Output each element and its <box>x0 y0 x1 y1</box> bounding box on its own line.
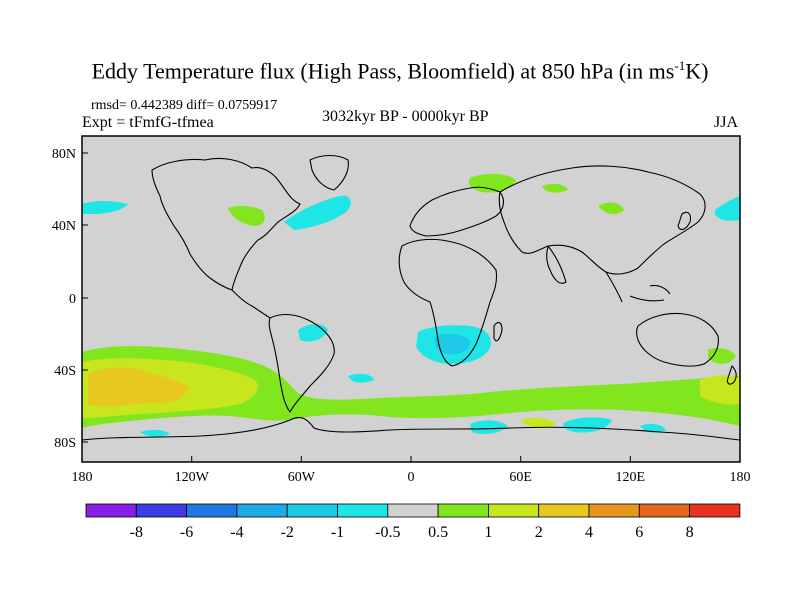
x-tick-label: 60E <box>509 470 532 485</box>
y-tick-label: 80S <box>54 436 76 451</box>
colorbar-swatch <box>638 503 690 518</box>
colorbar-swatch <box>337 503 389 518</box>
coast-india <box>546 245 567 284</box>
anomaly-contours <box>82 173 740 437</box>
colorbar-swatch <box>689 503 741 518</box>
x-tick-labels: 180 120W 60W 0 60E 120E 180 <box>72 470 751 485</box>
colorbar-label: -2 <box>281 524 294 541</box>
x-tick-label: 60W <box>288 470 316 485</box>
colorbar-label: 8 <box>686 524 694 541</box>
colorbar-label: -8 <box>130 524 143 541</box>
y-tick-labels: 80N 40N 0 40S 80S <box>52 147 76 451</box>
colorbar-label: 0.5 <box>428 524 448 541</box>
coast-new-zealand <box>726 365 737 385</box>
coast-greenland <box>309 154 349 191</box>
north-pacific-east-negative <box>715 196 740 221</box>
north-america-positive <box>228 205 265 226</box>
antarctic-negative-2 <box>470 420 508 434</box>
experiment-label: Expt = tFmfG-tfmea <box>82 114 214 131</box>
colorbar-swatch <box>236 503 288 518</box>
coast-south-america <box>268 313 335 413</box>
coast-africa <box>398 238 498 367</box>
coast-japan <box>677 211 692 231</box>
y-tick-label: 0 <box>69 292 76 307</box>
season-label: JJA <box>714 114 739 131</box>
colorbar-swatch <box>387 503 439 518</box>
colorbar-swatch <box>186 503 238 518</box>
south-africa-negative-core <box>434 333 471 355</box>
east-asia-positive <box>598 202 624 215</box>
coast-madagascar <box>493 321 503 342</box>
colorbar-swatch <box>487 503 540 518</box>
colorbar-swatch <box>437 503 489 518</box>
central-asia-positive <box>542 183 568 193</box>
colorbar-label: -0.5 <box>375 524 400 541</box>
coast-australia <box>635 312 719 367</box>
east-pacific-yellow <box>700 375 740 405</box>
coast-europe <box>409 186 505 237</box>
colorbar-swatch <box>588 503 640 518</box>
southern-ocean-orange-core-2 <box>152 382 186 404</box>
colorbar-swatch <box>85 503 137 518</box>
southern-ocean-positive-band <box>82 346 740 428</box>
colorbar-label: 4 <box>585 524 593 541</box>
antarctic-negative-5 <box>140 429 170 437</box>
rmsd-diff-stats: rmsd= 0.442389 diff= 0.0759917 <box>91 98 278 113</box>
y-tick-label: 40N <box>52 219 76 234</box>
x-tick-label: 120E <box>616 470 646 485</box>
x-tick-label: 180 <box>730 470 751 485</box>
colorbar <box>85 503 741 518</box>
colorbar-label: 1 <box>484 524 492 541</box>
map-panel <box>81 135 741 463</box>
colorbar-swatch <box>286 503 338 518</box>
north-atlantic-negative <box>284 195 351 230</box>
antarctic-negative-1 <box>348 373 374 383</box>
north-pacific-west-negative <box>82 201 128 214</box>
colorbar-label: 2 <box>535 524 543 541</box>
coast-north-america <box>151 157 301 291</box>
coast-asia <box>498 165 706 275</box>
coastlines <box>81 154 741 441</box>
x-tick-label: 120W <box>175 470 210 485</box>
colorbar-swatch <box>135 503 188 518</box>
map-title: Eddy Temperature flux (High Pass, Bloomf… <box>91 58 709 84</box>
colorbar-label: -6 <box>180 524 193 541</box>
australia-positive <box>708 348 736 364</box>
colorbar-label: 6 <box>635 524 643 541</box>
colorbar-labels: -8 -6 -4 -2 -1 -0.5 0.5 1 2 4 6 8 <box>130 524 694 541</box>
period-label: 3032kyr BP - 0000kyr BP <box>322 108 489 125</box>
colorbar-label: -1 <box>331 524 344 541</box>
coast-southeast-asia <box>605 271 671 303</box>
coast-antarctica <box>81 417 741 441</box>
x-tick-label: 0 <box>408 470 415 485</box>
coast-central-america <box>231 289 271 319</box>
y-tick-label: 80N <box>52 147 76 162</box>
axis-ticks <box>81 152 741 462</box>
colorbar-swatch <box>538 503 590 518</box>
x-tick-label: 180 <box>72 470 93 485</box>
colorbar-label: -4 <box>230 524 243 541</box>
y-tick-label: 40S <box>54 364 76 379</box>
antarctica-yellow <box>520 417 556 429</box>
